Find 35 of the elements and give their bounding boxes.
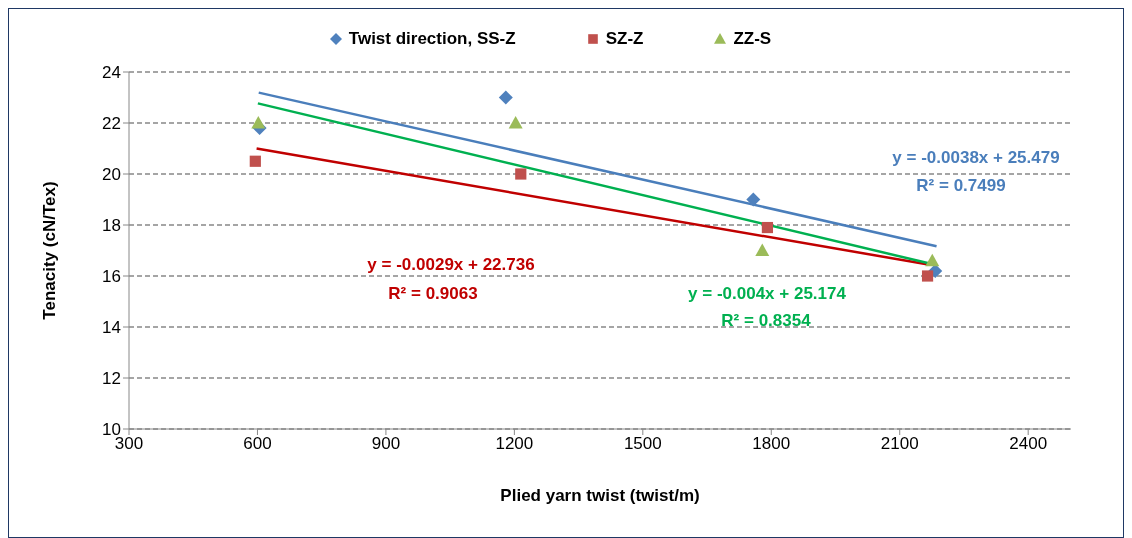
y-tick-label: 14 [102,318,121,338]
x-tick-label: 1200 [495,434,534,454]
point [498,90,513,105]
legend-label: SZ-Z [605,29,644,49]
annotation: R² = 0.9063 [388,284,478,304]
y-tick-label: 16 [102,267,121,287]
y-tick-label: 22 [102,114,121,134]
point [515,168,527,180]
y-tick-label: 24 [102,63,121,83]
y-tick-label: 18 [102,216,121,236]
point [925,253,940,267]
legend-label: ZZ-S [733,29,772,49]
x-tick-label: 1800 [752,434,791,454]
point [249,155,261,167]
y-tick-label: 12 [102,369,121,389]
x-tick-label: 1500 [623,434,662,454]
annotation: y = -0.0038x + 25.479 [892,148,1060,168]
y-axis-title: Tenacity (cN/Tex) [40,181,60,320]
x-tick-label: 900 [371,434,401,454]
x-tick-label: 2400 [1009,434,1048,454]
annotation: R² = 0.8354 [721,311,811,331]
point [508,116,523,129]
annotation: y = -0.0029x + 22.736 [367,255,535,275]
annotation: y = -0.004x + 25.174 [688,284,846,304]
point [746,192,761,207]
point [755,243,770,257]
x-tick-label: 2100 [880,434,919,454]
x-tick-label: 600 [243,434,272,454]
point [761,221,774,234]
point [251,116,266,129]
legend-label: Twist direction, SS-Z [348,29,516,49]
x-axis-title: Plied yarn twist (twist/m) [500,486,700,505]
point [921,270,934,282]
annotation: R² = 0.7499 [916,176,1006,196]
y-tick-label: 20 [102,165,121,185]
